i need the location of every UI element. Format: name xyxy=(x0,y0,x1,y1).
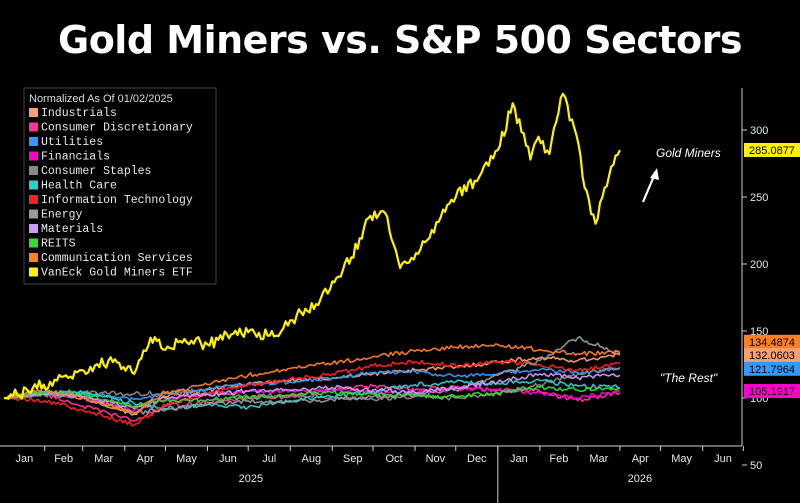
legend-swatch xyxy=(29,122,38,132)
value-label-bg xyxy=(744,384,800,399)
x-tick-label: Feb xyxy=(549,453,568,465)
legend-swatch xyxy=(29,253,38,262)
series-lines xyxy=(3,92,621,427)
x-tick-label: Oct xyxy=(385,453,402,465)
legend-entry: Energy xyxy=(41,209,83,222)
legend-box xyxy=(23,87,217,285)
legend-entry: Financials xyxy=(41,151,110,164)
year-label: 2025 xyxy=(239,473,263,485)
legend-entry: Information Technology xyxy=(41,194,193,207)
y-tick-label: 200 xyxy=(750,259,768,271)
legend-swatch xyxy=(29,224,38,233)
value-label: 121.7964 xyxy=(749,364,795,376)
x-tick-label: Jan xyxy=(510,453,528,465)
x-tick-label: May xyxy=(176,453,197,465)
y-tick-label: 250 xyxy=(750,192,768,204)
legend-entry: Consumer Staples xyxy=(41,165,151,178)
legend: Normalized As Of 01/02/2025 Industrials Co… xyxy=(23,87,217,285)
x-tick-label: Aug xyxy=(301,453,321,465)
legend-swatch xyxy=(29,267,38,277)
value-label: 134.4874 xyxy=(749,337,795,349)
value-label-bg xyxy=(744,334,800,349)
legend-swatch xyxy=(29,108,38,117)
annotation-gold-miners: Gold Miners xyxy=(656,146,721,160)
value-label: 132.0603 xyxy=(749,350,795,362)
series-line-energy xyxy=(3,336,621,415)
x-tick-label: Mar xyxy=(94,453,113,465)
legend-swatch xyxy=(29,180,38,190)
x-tick-label: May xyxy=(671,453,692,465)
legend-swatch xyxy=(29,195,38,204)
legend-entry: Consumer Discretionary xyxy=(41,122,193,135)
series-line-health-care xyxy=(3,378,621,411)
annotation-the-rest: "The Rest" xyxy=(660,371,718,385)
series-line-information-technology xyxy=(3,359,620,427)
x-tick-label: Jul xyxy=(262,453,276,465)
legend-swatch xyxy=(29,238,38,248)
x-tick-label: Sep xyxy=(343,453,363,465)
year-label: 2026 xyxy=(628,473,652,485)
x-tick-label: Mar xyxy=(589,453,608,465)
legend-entry: Health Care xyxy=(41,180,117,193)
x-tick-label: Jan xyxy=(15,453,33,465)
series-line-communication-services xyxy=(3,343,621,414)
legend-title: Normalized As Of 01/02/2025 xyxy=(29,93,173,105)
annotations: Gold Miners "The Rest" xyxy=(641,146,721,385)
series-line-consumer-staples xyxy=(3,366,621,402)
value-label-bg xyxy=(744,142,800,157)
x-tick-label: Apr xyxy=(632,453,649,465)
annotation-arrow xyxy=(641,175,656,203)
x-tick-label: Apr xyxy=(137,453,154,465)
x-tick-label: Nov xyxy=(426,453,446,465)
value-label: 285.0877 xyxy=(749,145,795,157)
chart-title: Gold Miners vs. S&P 500 Sectors xyxy=(58,18,743,62)
x-tick-label: Jun xyxy=(219,453,237,465)
x-tick-label: Dec xyxy=(467,453,487,465)
legend-entry: Industrials xyxy=(41,107,117,120)
value-label-bg xyxy=(744,348,800,363)
y-tick-label: 50 xyxy=(750,460,762,472)
legend-entry: Communication Services xyxy=(41,252,193,265)
y-tick-label: 300 xyxy=(750,125,768,137)
x-tick-label: Feb xyxy=(54,453,73,465)
legend-entry: REITS xyxy=(41,238,76,251)
series-line-vaneck-gold-miners-etf xyxy=(3,92,621,400)
legend-swatch xyxy=(29,209,38,219)
value-label-bg xyxy=(744,361,800,376)
legend-entry: Utilities xyxy=(41,136,103,149)
series-line-utilities xyxy=(3,367,621,401)
legend-swatch xyxy=(29,137,38,146)
legend-entry: VanEck Gold Miners ETF xyxy=(41,267,193,280)
annotation-arrowhead xyxy=(650,168,659,180)
series-line-reits xyxy=(3,385,620,409)
legend-swatch xyxy=(29,166,38,175)
legend-entry: Materials xyxy=(41,223,103,236)
x-tick-label: Jun xyxy=(714,453,732,465)
value-label: 105.1917 xyxy=(749,386,795,398)
legend-swatch xyxy=(29,151,38,161)
series-line-materials xyxy=(3,372,621,410)
